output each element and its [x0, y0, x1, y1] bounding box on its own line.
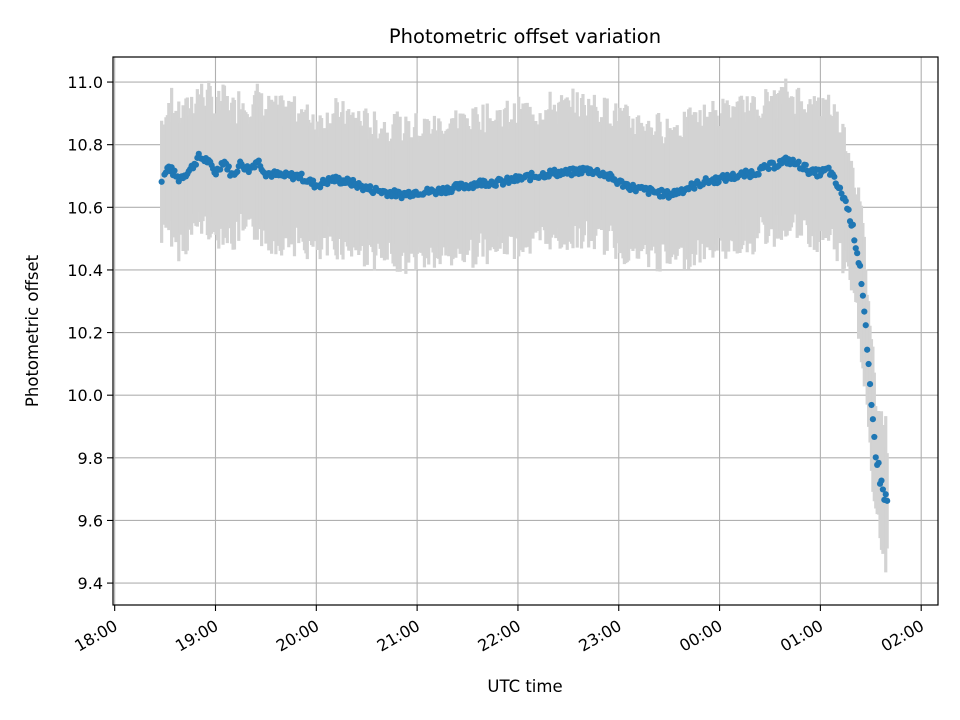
data-point	[842, 197, 849, 205]
data-point	[234, 168, 241, 175]
data-point	[838, 190, 845, 197]
data-point	[217, 166, 224, 173]
y-axis: 9.4 9.6 9.8 10.0 10.2 10.4 10.6 10.8 11.0	[67, 73, 113, 593]
data-point	[864, 346, 871, 353]
y-tick-label: 9.8	[78, 449, 103, 468]
y-tick-label: 10.8	[67, 136, 103, 155]
data-point	[868, 401, 875, 409]
data-point	[212, 171, 220, 178]
data-point	[492, 182, 499, 189]
y-tick-label: 10.4	[67, 261, 103, 280]
data-point	[836, 184, 844, 191]
data-point	[875, 459, 882, 466]
data-point	[825, 164, 832, 171]
data-points	[158, 150, 891, 504]
data-point	[858, 280, 865, 288]
data-point	[298, 170, 305, 177]
data-point	[861, 308, 868, 315]
plot-frame	[112, 56, 939, 606]
y-axis-label: Photometric offset	[23, 254, 42, 407]
data-point	[849, 221, 856, 228]
data-point	[878, 477, 885, 484]
data-point	[851, 237, 858, 244]
y-tick-label: 9.4	[78, 574, 103, 593]
data-point	[871, 433, 878, 441]
data-point	[879, 486, 886, 493]
data-point	[865, 360, 872, 368]
data-point	[859, 292, 866, 299]
data-point	[872, 454, 879, 461]
data-point	[884, 497, 891, 504]
x-axis-label: UTC time	[487, 677, 562, 696]
data-point	[225, 163, 232, 170]
y-tick-label: 11.0	[67, 73, 103, 92]
data-point	[755, 171, 762, 178]
data-point	[251, 164, 258, 171]
y-tick-label: 9.6	[78, 511, 103, 530]
data-point	[831, 173, 838, 180]
data-point	[171, 167, 178, 174]
data-point	[854, 250, 861, 257]
data-point	[866, 381, 874, 388]
data-point	[852, 245, 859, 252]
y-tick-label: 10.2	[67, 324, 103, 343]
y-tick-label: 10.0	[67, 386, 103, 405]
data-point	[158, 178, 165, 185]
data-point	[862, 322, 869, 329]
data-point	[765, 165, 772, 173]
y-tick-label: 10.6	[67, 198, 103, 217]
data-point	[795, 158, 802, 165]
data-point	[192, 161, 200, 168]
data-point	[309, 177, 317, 184]
data-point	[882, 491, 889, 498]
data-point	[845, 206, 852, 213]
data-point	[802, 161, 809, 169]
data-point	[255, 157, 262, 164]
data-point	[856, 262, 864, 269]
data-point	[645, 190, 652, 198]
data-point	[869, 416, 876, 423]
chart-title: Photometric offset variation	[389, 25, 661, 48]
data-point	[367, 183, 374, 190]
data-point	[691, 185, 698, 192]
